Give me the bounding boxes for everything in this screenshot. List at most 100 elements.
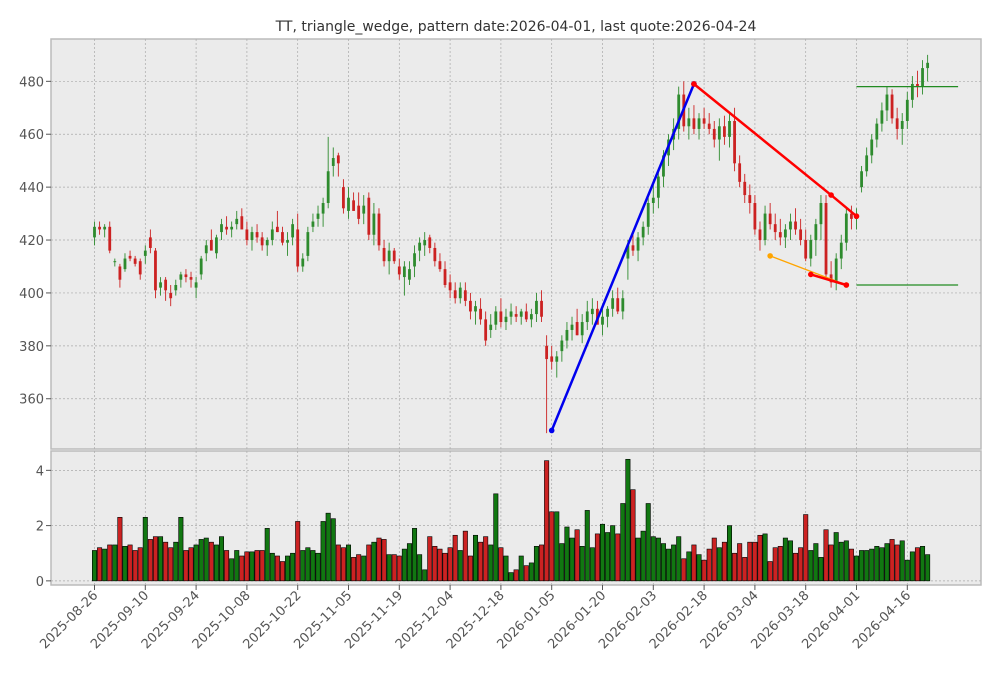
volume-bar <box>396 555 402 582</box>
date-axis: 2025-08-262025-09-102025-09-242025-10-08… <box>37 585 914 652</box>
volume-bar <box>335 544 341 582</box>
volume-bar <box>173 541 179 582</box>
candle-body <box>336 155 340 164</box>
volume-bar <box>899 540 905 582</box>
volume-bar <box>325 512 331 582</box>
volume-bar <box>559 543 565 582</box>
candle-body <box>423 240 427 246</box>
candle-body <box>438 261 442 270</box>
volume-bar <box>650 536 656 582</box>
candle-body <box>250 232 254 241</box>
candle-body <box>118 266 122 280</box>
volume-bar <box>315 552 321 582</box>
candle-body <box>402 266 406 278</box>
volume-bar <box>767 561 773 582</box>
volume-bar <box>848 548 854 582</box>
volume-bar <box>376 537 382 582</box>
price-tick-label: 360 <box>19 393 44 408</box>
volume-bar <box>203 537 209 582</box>
volume-bar <box>589 547 595 582</box>
volume-bar <box>721 541 727 582</box>
volume-bar <box>371 541 377 582</box>
volume-bar <box>894 544 900 582</box>
candle-body <box>753 203 757 230</box>
candle-body <box>656 176 660 198</box>
volume-bar <box>432 546 438 582</box>
volume-bar <box>254 550 260 582</box>
volume-bar <box>112 544 118 582</box>
volume-bar <box>864 550 870 582</box>
volume-bar <box>732 552 738 582</box>
price-tick-label: 420 <box>19 234 44 249</box>
price-tick-label: 480 <box>19 75 44 90</box>
candle-body <box>794 221 797 230</box>
volume-bar <box>442 552 448 582</box>
candle-body <box>179 274 183 280</box>
candle-body <box>204 245 208 254</box>
candle-body <box>463 290 467 301</box>
volume-bar <box>406 543 412 582</box>
candle-body <box>875 123 879 140</box>
candle-body <box>514 314 518 317</box>
candle-body <box>692 118 696 129</box>
candle-body <box>184 274 188 278</box>
candle-body <box>880 110 884 124</box>
volume-bar <box>909 551 915 582</box>
candle-body <box>138 261 142 275</box>
candle-body <box>606 308 609 317</box>
volume-bar <box>264 528 270 582</box>
candle-body <box>910 83 914 100</box>
price-tick-label: 400 <box>19 287 44 302</box>
candle-body <box>194 282 198 288</box>
candle-body <box>834 258 838 283</box>
candle-body <box>651 197 655 203</box>
candle-body <box>814 224 818 241</box>
level-lines <box>856 85 959 286</box>
candle-body <box>169 292 173 299</box>
candle-body <box>260 237 264 246</box>
candle-body <box>860 171 863 188</box>
candle-body <box>601 316 604 325</box>
volume-bar <box>818 557 824 582</box>
candle-body <box>499 311 503 323</box>
pattern-lines <box>548 81 860 434</box>
candle-body <box>575 322 579 336</box>
price-tick-label: 460 <box>19 128 44 143</box>
volume-bar <box>691 544 697 582</box>
candle-body <box>143 250 147 256</box>
volume-bar <box>193 544 199 582</box>
volume-bar <box>787 540 793 582</box>
candle-body <box>331 158 335 166</box>
candle-body <box>265 240 269 246</box>
volume-bar <box>711 537 717 582</box>
candle-body <box>702 118 706 124</box>
candle-body <box>560 340 564 352</box>
volume-bar <box>239 555 245 582</box>
volume-bar <box>249 551 255 582</box>
volume-bar <box>158 536 164 582</box>
volume-bar <box>884 543 890 582</box>
candle-body <box>799 229 803 241</box>
candle-body <box>418 242 422 251</box>
candle-body <box>524 311 528 320</box>
candle-body <box>570 324 574 330</box>
volume-bar <box>528 562 534 582</box>
volume-bar <box>147 539 153 582</box>
candle-body <box>428 237 432 248</box>
volume-bar <box>391 554 397 582</box>
volume-bar <box>122 546 128 582</box>
volume-tick-label: 4 <box>36 464 44 479</box>
candle-body <box>733 121 736 164</box>
volume-bar <box>244 551 250 582</box>
candle-body <box>275 226 279 233</box>
candle-body <box>352 200 355 211</box>
volume-bar <box>813 543 819 582</box>
volume-tick-label: 0 <box>36 575 44 590</box>
volume-bar <box>752 541 758 582</box>
volume-bar <box>706 548 712 582</box>
candle-body <box>296 229 300 267</box>
volume-bar <box>833 532 839 582</box>
volume-bar <box>645 503 651 582</box>
volume-bars <box>92 458 931 582</box>
volume-bar <box>716 547 722 582</box>
